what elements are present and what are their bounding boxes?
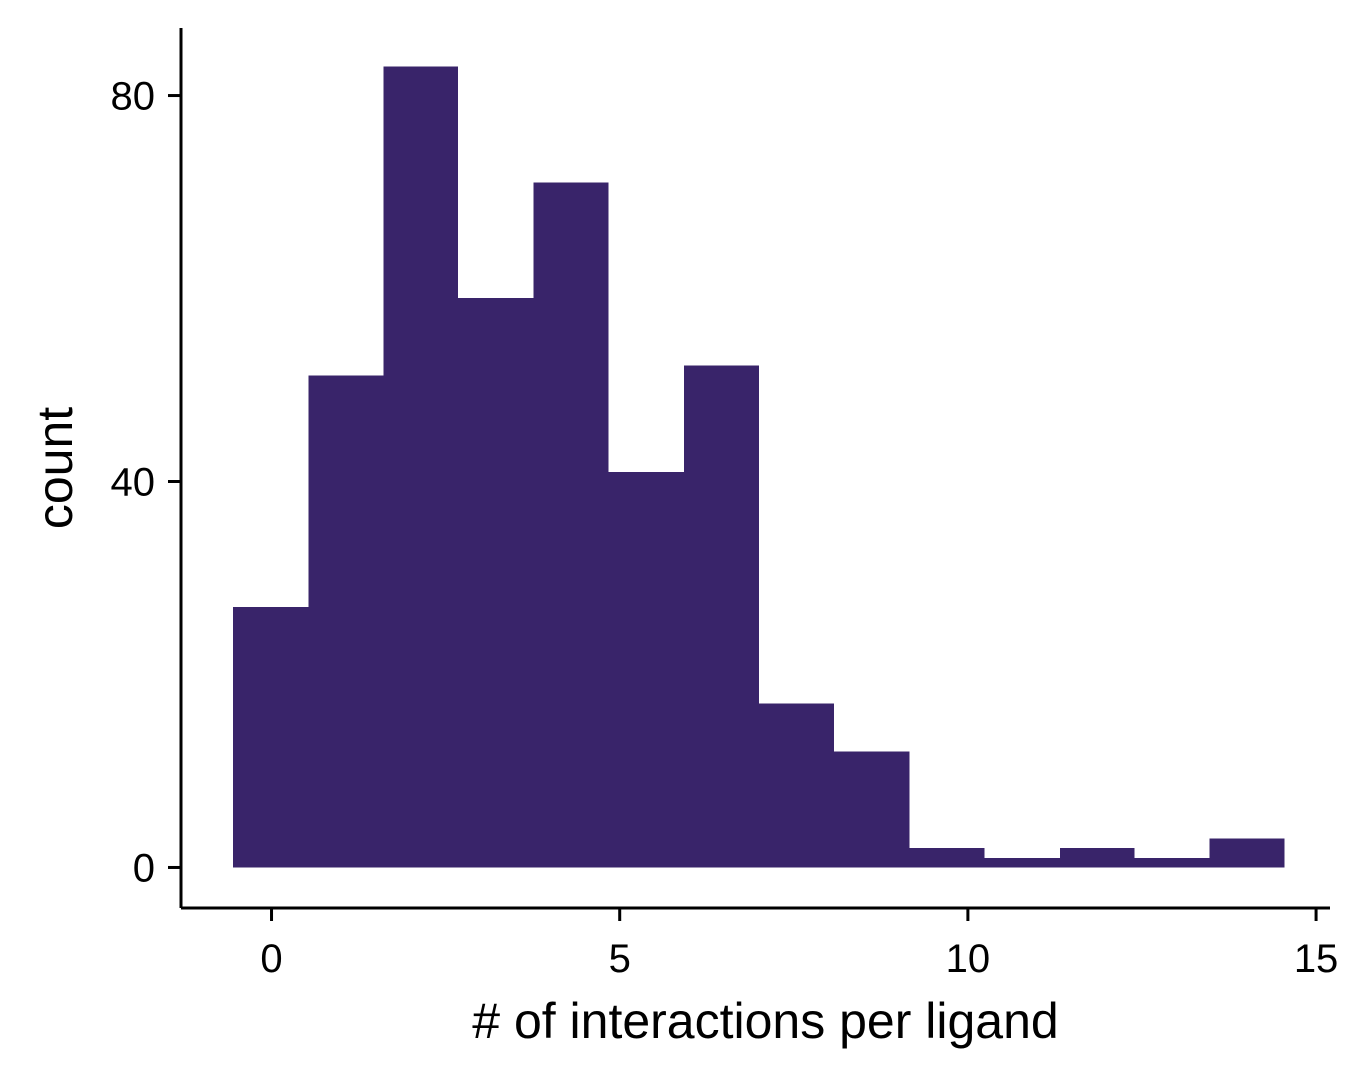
histogram-bar — [308, 375, 384, 868]
histogram-bar — [383, 66, 459, 868]
y-tick-label: 80 — [111, 75, 156, 119]
bars-layer — [233, 66, 1285, 868]
histogram-bar — [233, 606, 309, 868]
y-tick-label: 0 — [133, 846, 155, 890]
histogram-bar — [834, 751, 910, 868]
histogram-bar — [458, 298, 534, 868]
histogram-bar — [984, 857, 1060, 868]
histogram-bar — [1134, 857, 1210, 868]
histogram-bar — [758, 703, 835, 868]
x-tick-label: 0 — [260, 937, 282, 981]
y-tick-label: 40 — [111, 461, 156, 505]
x-tick-label: 5 — [609, 937, 631, 981]
histogram-bar — [1209, 838, 1285, 868]
x-axis-title: # of interactions per ligand — [472, 993, 1058, 1049]
histogram-bar — [608, 471, 684, 868]
y-axis: 0 40 80 — [111, 28, 183, 908]
histogram-bar — [1059, 848, 1135, 868]
histogram-bar — [909, 848, 985, 868]
x-tick-label: 10 — [946, 937, 991, 981]
histogram-bar — [683, 365, 759, 868]
x-tick-label: 15 — [1294, 937, 1339, 981]
histogram-bar — [533, 182, 609, 868]
x-axis: 0 5 10 15 — [181, 906, 1339, 981]
y-axis-title: count — [27, 407, 83, 529]
